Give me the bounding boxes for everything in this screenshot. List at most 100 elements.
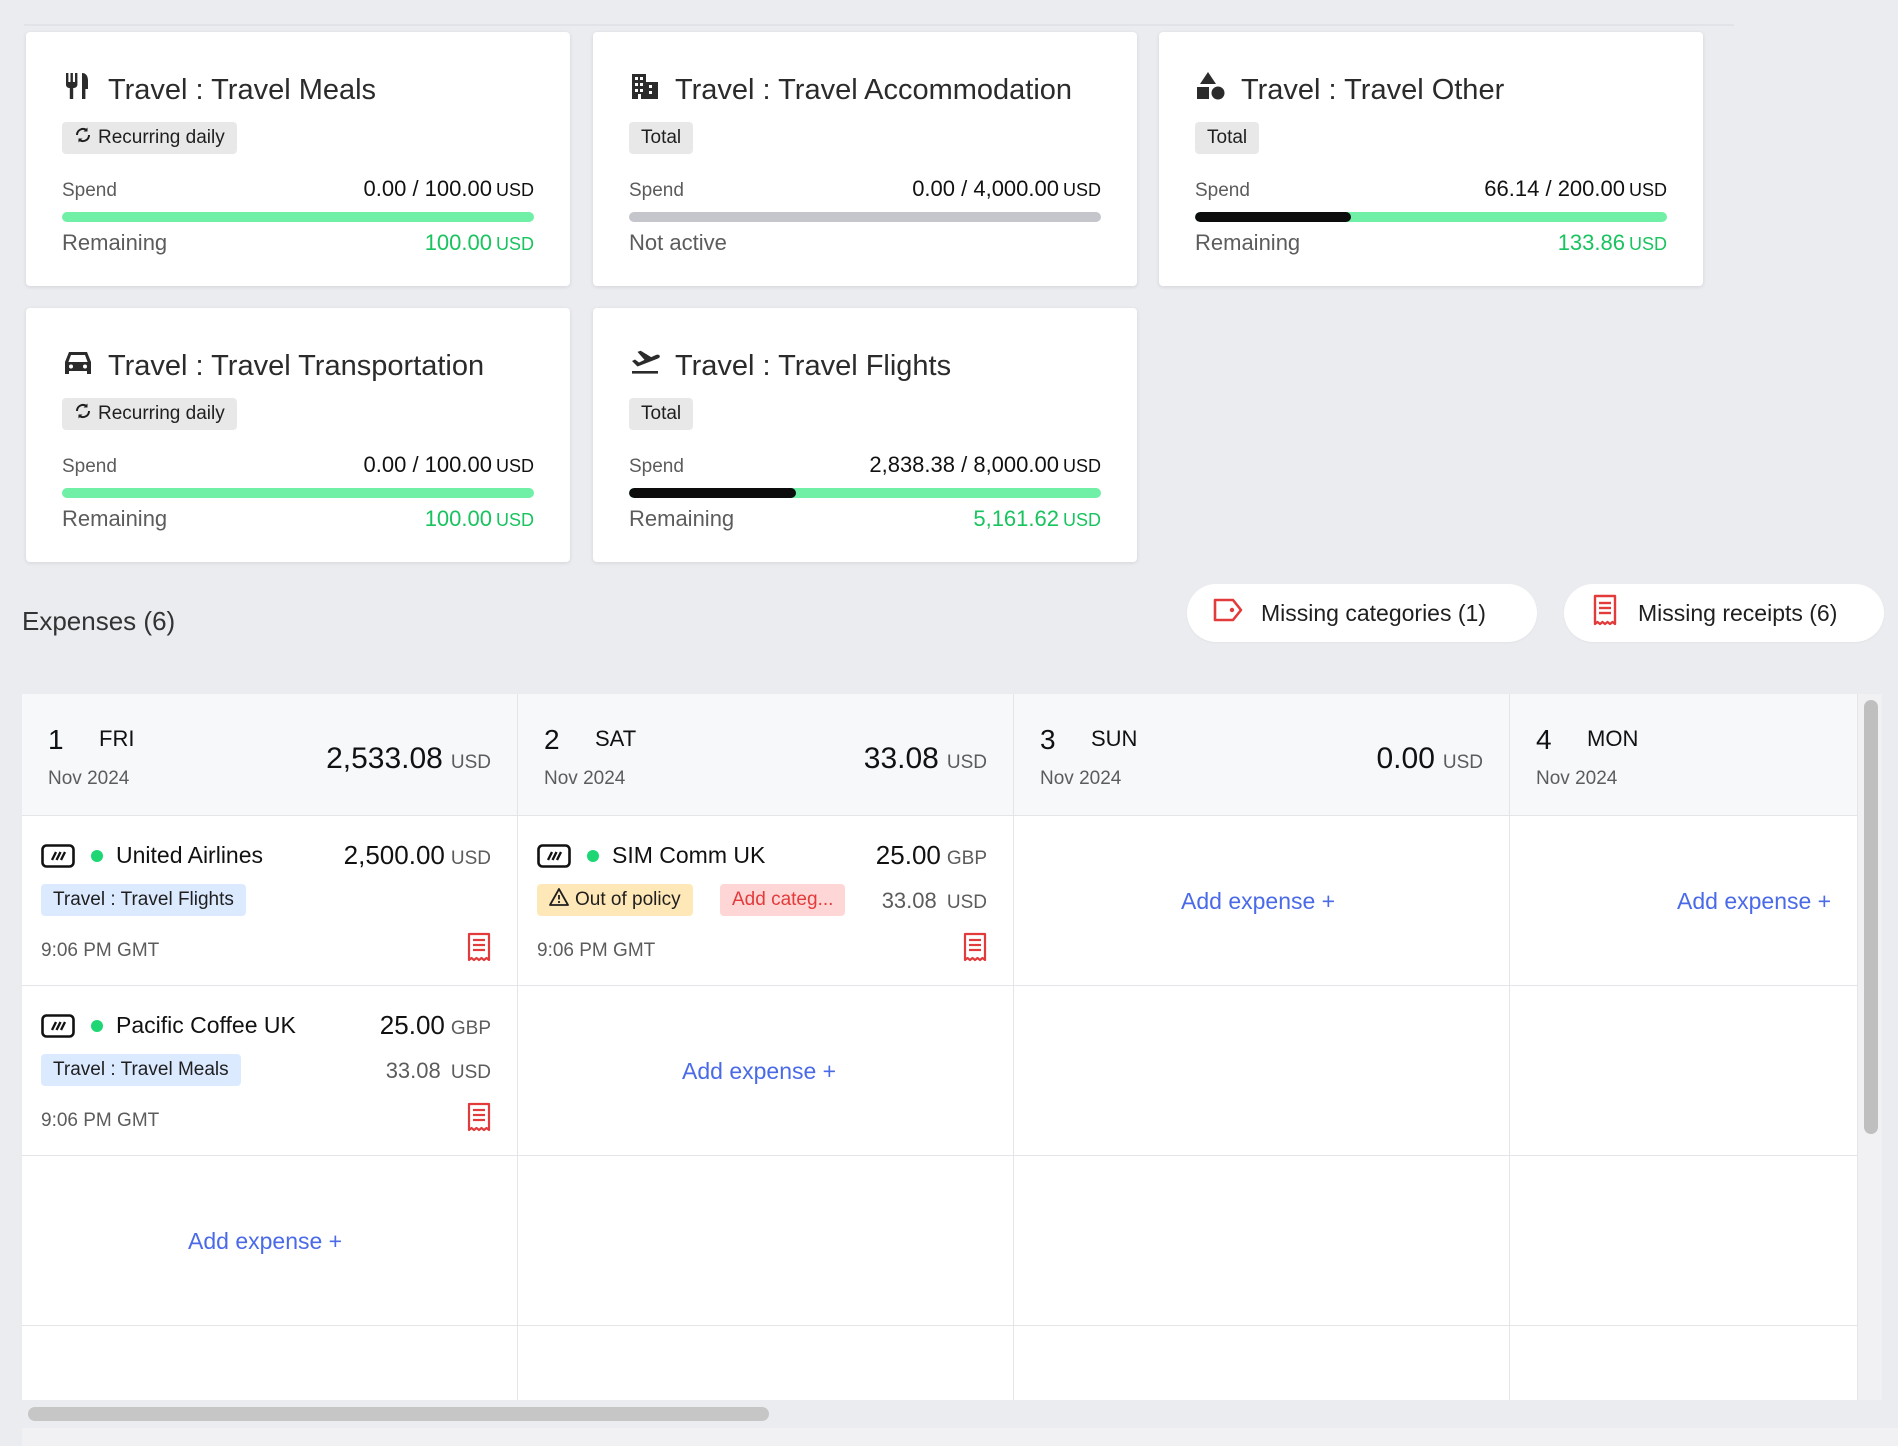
out-of-policy-tag[interactable]: Out of policy: [537, 884, 693, 916]
missing-categories-button[interactable]: Missing categories (1): [1187, 584, 1537, 642]
day-column-sun: 3 SUN Nov 2024 0.00 USD Add expense +: [1014, 694, 1510, 1400]
recurring-badge: Recurring daily: [62, 398, 237, 430]
category-tag[interactable]: Travel : Travel Flights: [41, 884, 246, 916]
add-expense-link[interactable]: Add expense +: [188, 1228, 343, 1254]
remaining-value: 100.00 USD: [424, 506, 534, 531]
missing-receipts-button[interactable]: Missing receipts (6): [1564, 584, 1884, 642]
budget-title: Travel : Travel Transportation: [62, 346, 484, 386]
day-slot: [1014, 986, 1509, 1156]
shapes-icon: [1195, 70, 1227, 110]
day-name: MON: [1587, 726, 1639, 751]
plane-takeoff-icon: [629, 346, 661, 386]
spend-value: 2,838.38 / 8,000.00 USD: [869, 452, 1101, 477]
day-header: 1 FRI Nov 2024 2,533.08 USD: [22, 694, 517, 816]
remaining-value: 133.86 USD: [1557, 230, 1667, 255]
credit-card-icon: [41, 844, 75, 868]
day-total: 33.08 USD: [863, 742, 987, 775]
recurring-badge: Recurring daily: [62, 122, 237, 154]
missing-receipt-icon[interactable]: [467, 932, 491, 962]
missing-receipt-icon[interactable]: [467, 1102, 491, 1132]
expense-time: 9:06 PM GMT: [41, 940, 160, 961]
expenses-calendar: 1 FRI Nov 2024 2,533.08 USD United Airlin…: [22, 694, 1858, 1400]
expense-amount: 25.00 GBP: [379, 1010, 491, 1040]
day-slot: [1014, 1326, 1509, 1400]
spend-progress-bar: [1195, 212, 1667, 222]
remaining-value: 100.00 USD: [424, 230, 534, 255]
add-expense-link[interactable]: Add expense +: [682, 1058, 837, 1084]
day-name: SAT: [595, 726, 637, 751]
spend-label: Spend: [62, 180, 117, 201]
budget-card-travel-flights[interactable]: Travel : Travel Flights Total Spend 2,83…: [593, 308, 1137, 562]
day-number: 4: [1536, 724, 1552, 755]
converted-amount: 33.08 USD: [881, 888, 987, 913]
day-slot: [1510, 1326, 1857, 1400]
remaining-value: 5,161.62 USD: [973, 506, 1101, 531]
day-month: Nov 2024: [48, 768, 130, 789]
day-month: Nov 2024: [544, 768, 626, 789]
day-column-mon: 4 MON Nov 2024 Add expense +: [1510, 694, 1858, 1400]
vertical-scrollbar-thumb[interactable]: [1864, 700, 1878, 1134]
day-number: 3: [1040, 724, 1056, 755]
spend-label: Spend: [1195, 180, 1250, 201]
credit-card-icon: [537, 844, 571, 868]
add-expense-link[interactable]: Add expense +: [1677, 888, 1832, 914]
missing-receipt-icon[interactable]: [963, 932, 987, 962]
spend-progress-bar: [629, 488, 1101, 498]
budget-title: Travel : Travel Other: [1195, 70, 1504, 110]
day-slot: Add expense +: [22, 1156, 517, 1326]
day-slot: [22, 1326, 517, 1400]
horizontal-scrollbar-track[interactable]: [22, 1428, 1898, 1446]
merchant-name: Pacific Coffee UK: [116, 1012, 296, 1038]
remaining-label: Remaining: [629, 506, 735, 531]
budget-card-travel-accommodation[interactable]: Travel : Travel Accommodation Total Spen…: [593, 32, 1137, 286]
spend-progress-bar: [629, 212, 1101, 222]
add-category-tag[interactable]: Add categ...: [720, 884, 846, 916]
remaining-label: Remaining: [1195, 230, 1301, 255]
horizontal-scrollbar-thumb[interactable]: [28, 1407, 769, 1421]
day-column-fri: 1 FRI Nov 2024 2,533.08 USD United Airlin…: [22, 694, 518, 1400]
day-number: 1: [48, 724, 64, 755]
expense-amount: 25.00 GBP: [875, 840, 987, 870]
day-slot: [518, 1326, 1013, 1400]
budget-card-travel-transportation[interactable]: Travel : Travel Transportation Recurring…: [26, 308, 570, 562]
status-dot: [587, 850, 599, 862]
status-dot: [91, 850, 103, 862]
spend-value: 0.00 / 4,000.00 USD: [912, 176, 1101, 201]
budget-card-travel-other[interactable]: Travel : Travel Other Total Spend 66.14 …: [1159, 32, 1703, 286]
expense-time: 9:06 PM GMT: [537, 940, 656, 961]
recurring-icon: [74, 126, 92, 150]
category-tag[interactable]: Travel : Travel Meals: [41, 1054, 241, 1086]
day-slot: [1510, 986, 1857, 1156]
spend-label: Spend: [629, 456, 684, 477]
day-total: 0.00 USD: [1376, 742, 1483, 775]
receipt-icon: [1588, 593, 1622, 633]
total-badge: Total: [629, 122, 694, 154]
budget-title: Travel : Travel Meals: [62, 70, 376, 110]
day-header: 4 MON Nov 2024: [1510, 694, 1857, 816]
expense-card-sim-comm-uk[interactable]: SIM Comm UK 25.00 GBP Out of policy Add c…: [518, 816, 1013, 986]
budget-card-travel-meals[interactable]: Travel : Travel Meals Recurring daily Sp…: [26, 32, 570, 286]
remaining-label: Remaining: [62, 230, 168, 255]
merchant-name: SIM Comm UK: [612, 842, 766, 868]
day-number: 2: [544, 724, 560, 755]
day-header: 3 SUN Nov 2024 0.00 USD: [1014, 694, 1509, 816]
warning-icon: [549, 887, 569, 913]
converted-amount: 33.08 USD: [385, 1058, 491, 1083]
day-name: FRI: [99, 726, 135, 751]
day-slot: [518, 1156, 1013, 1326]
expense-card-pacific-coffee-uk[interactable]: Pacific Coffee UK 25.00 GBP Travel : Trav…: [22, 986, 517, 1156]
spend-progress-bar: [62, 488, 534, 498]
day-slot: Add expense +: [518, 986, 1013, 1156]
day-month: Nov 2024: [1040, 768, 1122, 789]
add-expense-link[interactable]: Add expense +: [1181, 888, 1336, 914]
remaining-label: Remaining: [62, 506, 168, 531]
tag-icon: [1211, 593, 1245, 633]
fork-knife-icon: [62, 70, 94, 110]
car-icon: [62, 346, 94, 386]
spend-label: Spend: [62, 456, 117, 477]
day-slot: Add expense +: [1510, 816, 1857, 986]
spend-label: Spend: [629, 180, 684, 201]
expense-amount: 2,500.00 USD: [343, 840, 491, 870]
not-active-label: Not active: [629, 230, 727, 255]
expense-card-united-airlines[interactable]: United Airlines 2,500.00 USD Travel : Tra…: [22, 816, 517, 986]
